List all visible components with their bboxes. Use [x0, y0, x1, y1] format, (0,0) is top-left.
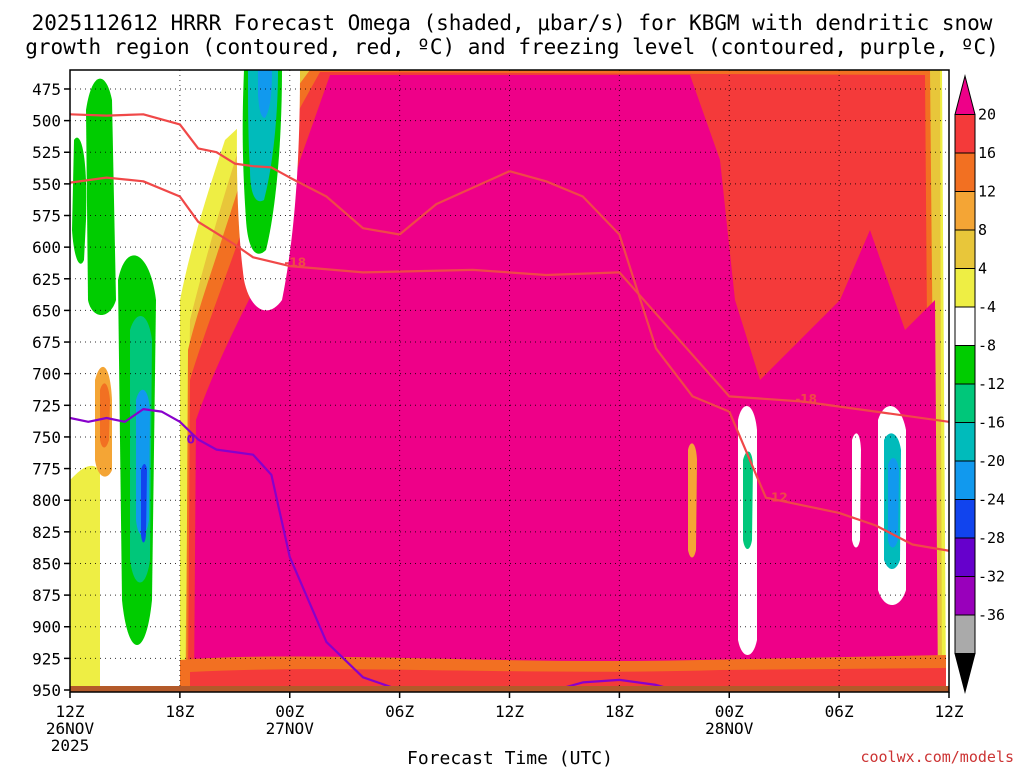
colorbar-segment — [954, 306, 976, 346]
y-tick-label: 575 — [32, 207, 61, 226]
x-tick-year: 2025 — [51, 736, 90, 755]
gridlines — [70, 70, 949, 692]
terrain-strip — [70, 686, 949, 692]
colorbar-label: -20 — [978, 452, 1005, 470]
y-tick-label: 650 — [32, 301, 61, 320]
y-tick-label: 775 — [32, 460, 61, 479]
omega-region-right-white-c — [852, 433, 861, 548]
colorbar-segment — [954, 576, 976, 616]
colorbar-segment — [954, 422, 976, 462]
colorbar-segment — [954, 191, 976, 231]
colorbar-label: -12 — [978, 375, 1005, 393]
omega-region-early-green-c — [72, 137, 87, 264]
omega-region-right-blue-b — [888, 458, 899, 548]
colorbar-label: 16 — [978, 144, 996, 162]
colorbar-cap-bottom — [954, 653, 976, 694]
omega-region-early-deepblue — [141, 464, 147, 543]
colorbar-segment — [954, 499, 976, 539]
x-tick-date: 27NOV — [266, 719, 315, 738]
colorbar: 20 16 12 8 4 -4 -8 -12 -16 -20 -24 -28 -32 -36 — [954, 74, 1005, 694]
colorbar-label: -28 — [978, 529, 1005, 547]
colorbar-segment — [954, 152, 976, 192]
colorbar-segment — [954, 383, 976, 423]
chart-title-line-1: 2025112612 HRRR Forecast Omega (shaded, … — [32, 11, 993, 35]
y-tick-label: 925 — [32, 649, 61, 668]
y-axis: 475 500 525 550 575 600 625 650 675 700 725 750 775 8… — [32, 80, 70, 700]
x-tick-date: 26NOV — [46, 719, 95, 738]
colorbar-label: -24 — [978, 491, 1005, 509]
colorbar-segment — [954, 268, 976, 308]
omega-region-right-orange-c — [688, 443, 697, 558]
contours: -18 -18 -12 0 — [70, 113, 949, 692]
colorbar-label: -36 — [978, 606, 1005, 624]
omega-region-early-green-a — [86, 78, 116, 315]
contour-label: 0 — [187, 432, 195, 446]
colorbar-segment — [954, 229, 976, 269]
colorbar-label: -32 — [978, 568, 1005, 586]
plot-area: -18 -18 -12 0 — [70, 70, 949, 692]
colorbar-label: 20 — [978, 106, 996, 124]
colorbar-label: -16 — [978, 414, 1005, 432]
y-tick-label: 950 — [32, 681, 61, 700]
dendritic-contour — [70, 113, 949, 552]
omega-region-right-green-a — [743, 451, 753, 549]
y-tick-label: 725 — [32, 396, 61, 415]
colorbar-segment — [954, 537, 976, 577]
omega-region-upper-blue — [258, 70, 272, 118]
x-tick-label: 00Z — [715, 702, 744, 721]
contour-label: -18 — [795, 392, 817, 406]
y-tick-label: 550 — [32, 175, 61, 194]
omega-region-early-orange-b — [100, 383, 110, 448]
x-tick-label: 06Z — [385, 702, 414, 721]
dendritic-contour — [70, 176, 949, 423]
y-tick-label: 475 — [32, 80, 61, 99]
y-tick-label: 625 — [32, 270, 61, 289]
y-tick-label: 600 — [32, 238, 61, 257]
colorbar-label: 12 — [978, 183, 996, 201]
colorbar-segment — [954, 345, 976, 385]
freezing-level-contour — [70, 408, 400, 692]
colorbar-label: 4 — [978, 260, 987, 278]
y-tick-label: 750 — [32, 428, 61, 447]
colorbar-label: -8 — [978, 337, 996, 355]
colorbar-label: 8 — [978, 221, 987, 239]
chart-title-line-2: growth region (contoured, red, ºC) and f… — [25, 35, 999, 59]
y-tick-label: 825 — [32, 523, 61, 542]
colorbar-cap-top — [954, 74, 976, 115]
contour-label: -12 — [766, 491, 788, 505]
x-tick-label: 00Z — [275, 702, 304, 721]
colorbar-label: -4 — [978, 298, 996, 316]
y-tick-label: 700 — [32, 365, 61, 384]
colorbar-segment — [954, 460, 976, 500]
x-tick-label: 12Z — [935, 702, 964, 721]
y-tick-label: 850 — [32, 554, 61, 573]
x-tick-label: 06Z — [825, 702, 854, 721]
x-tick-label: 12Z — [56, 702, 85, 721]
contour-label: -18 — [284, 255, 306, 269]
omega-region-early-yellow — [70, 465, 100, 690]
y-tick-label: 900 — [32, 618, 61, 637]
omega-shading — [70, 70, 946, 692]
y-tick-label: 875 — [32, 586, 61, 605]
x-tick-label: 18Z — [605, 702, 634, 721]
y-tick-label: 525 — [32, 143, 61, 162]
y-tick-label: 800 — [32, 491, 61, 510]
x-tick-label: 12Z — [495, 702, 524, 721]
x-axis-title: Forecast Time (UTC) — [407, 748, 613, 768]
colorbar-segment — [954, 614, 976, 654]
y-tick-label: 500 — [32, 112, 61, 131]
credit-label: coolwx.com/models — [860, 748, 1014, 766]
x-tick-label: 18Z — [165, 702, 194, 721]
x-tick-date: 28NOV — [705, 719, 754, 738]
colorbar-segment — [954, 114, 976, 154]
y-tick-label: 675 — [32, 333, 61, 352]
